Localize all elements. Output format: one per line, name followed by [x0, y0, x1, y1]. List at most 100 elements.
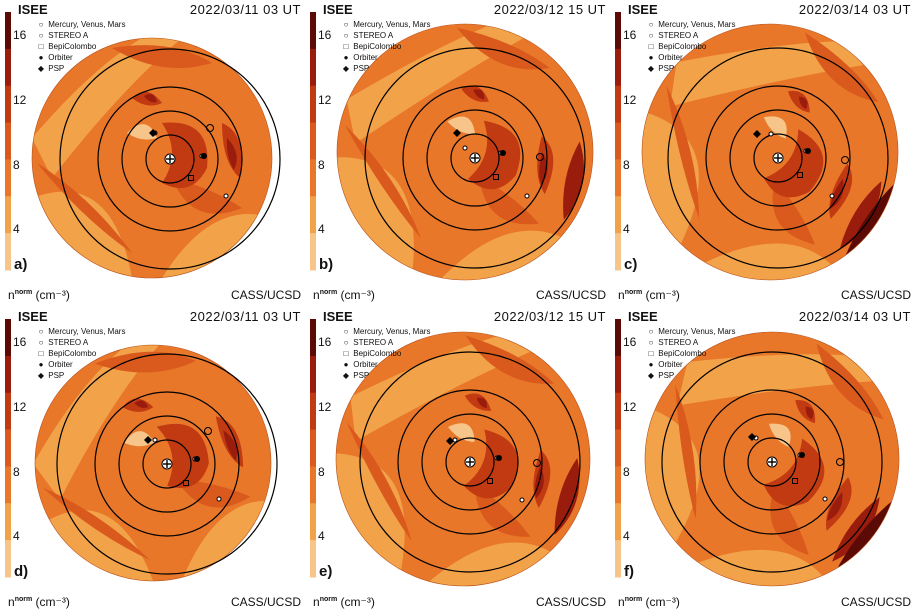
orbit-ring	[747, 437, 797, 487]
unit-label: nnorm (cm⁻³)	[8, 595, 70, 609]
square-icon: □	[38, 42, 44, 51]
unit-dimension: (cm⁻³)	[32, 595, 70, 609]
colorbar	[5, 319, 11, 578]
light-stream	[346, 25, 528, 144]
legend-label: PSP	[48, 371, 65, 380]
panel-d: ISEE 2022/03/11 03 UT ○ Mercury, Venus, Ma…	[0, 307, 305, 614]
legend-item: ◆ PSP	[341, 63, 369, 74]
dense-core	[763, 129, 824, 198]
orbit-ring	[59, 48, 281, 270]
colorbar-segment	[615, 196, 621, 234]
psp-marker	[753, 130, 761, 138]
legend-label: Orbiter	[353, 53, 378, 62]
legend-item: ○ STEREO A	[36, 337, 89, 348]
peak-core	[134, 400, 149, 408]
legend-item: ○ Mercury, Venus, Mars	[341, 19, 431, 30]
colorbar-segment	[615, 429, 621, 467]
legend-label: PSP	[353, 371, 370, 380]
colorbar-segment	[5, 196, 11, 234]
spacecraft-markers	[753, 130, 849, 199]
colorbar-segment	[5, 466, 11, 504]
filled-circle-icon: ●	[38, 360, 44, 369]
unit-superscript: norm	[624, 289, 643, 296]
square-icon: □	[343, 349, 349, 358]
orbit-ring	[121, 110, 219, 208]
legend-label: Mercury, Venus, Mars	[48, 20, 126, 29]
colorbar-tick: 4	[13, 222, 20, 236]
colorbar	[310, 12, 316, 271]
timestamp: 2022/03/12 15 UT	[493, 2, 606, 17]
low-density	[447, 116, 476, 134]
legend-label: BepiColombo	[48, 42, 97, 51]
density-map	[310, 12, 594, 281]
density-map	[615, 12, 899, 281]
legend-item: □ BepiColombo	[341, 41, 402, 52]
colorbar-segment	[615, 233, 621, 271]
small-circle-icon: ○	[38, 327, 44, 336]
peak-core	[226, 138, 237, 170]
filled-circle-icon: ●	[343, 360, 349, 369]
legend-label: Mercury, Venus, Mars	[353, 327, 431, 336]
unit-superscript: norm	[14, 289, 33, 296]
orbit-rings	[661, 351, 883, 573]
light-stream	[350, 336, 535, 442]
panel-c: ISEE 2022/03/14 03 UT ○ Mercury, Venus, Ma…	[610, 0, 915, 307]
legend-label: Mercury, Venus, Mars	[48, 327, 126, 336]
orbit-ring	[753, 133, 803, 183]
unit-dimension: (cm⁻³)	[642, 595, 680, 609]
legend-label: BepiColombo	[353, 42, 402, 51]
colorbar-segment	[5, 355, 11, 394]
legend-label: STEREO A	[48, 31, 89, 40]
dense-arc	[666, 85, 700, 219]
psp-marker	[144, 436, 152, 444]
legend-label: Mercury, Venus, Mars	[658, 327, 736, 336]
filled-circle-icon: ●	[38, 53, 44, 62]
panel-b: ISEE 2022/03/12 15 UT ○ Mercury, Venus, Ma…	[305, 0, 610, 307]
square-icon: □	[648, 42, 654, 51]
edge-peak	[563, 141, 585, 220]
peak-core	[144, 94, 157, 103]
stereo-a-marker	[533, 459, 541, 467]
diamond-icon: ◆	[37, 64, 45, 73]
diamond-icon: ◆	[647, 64, 655, 73]
psp-marker	[446, 437, 454, 445]
legend-item: ◆ PSP	[646, 370, 674, 381]
colorbar-segment	[615, 503, 621, 541]
panel-label: c)	[624, 256, 638, 273]
credit-label: CASS/UCSD	[535, 288, 606, 302]
edge-peak	[839, 181, 882, 250]
circle-icon: ○	[343, 338, 349, 347]
peak-core	[799, 96, 808, 109]
edge-peak	[835, 501, 893, 572]
legend-item: ● Orbiter	[646, 359, 683, 370]
colorbar-tick: 12	[623, 400, 637, 414]
colorbar-tick: 12	[318, 93, 332, 107]
diamond-icon: ◆	[342, 371, 350, 380]
unit-dimension: (cm⁻³)	[642, 288, 680, 302]
orbiter-marker	[805, 148, 811, 154]
orbit-ring	[445, 437, 495, 487]
colorbar-segment	[310, 392, 316, 431]
stereo-a-marker	[841, 156, 849, 164]
dense-arc	[94, 351, 196, 373]
legend-label: STEREO A	[353, 31, 394, 40]
edge-peak	[844, 183, 895, 259]
spacecraft-markers	[748, 433, 844, 502]
density-map	[5, 12, 281, 279]
legend-label: BepiColombo	[48, 349, 97, 358]
orbit-ring	[97, 86, 243, 232]
legend-label: STEREO A	[658, 338, 699, 347]
filled-circle-icon: ●	[343, 53, 349, 62]
colorbar-tick: 4	[318, 529, 325, 543]
legend-label: Mercury, Venus, Mars	[658, 20, 736, 29]
legend-item: ◆ PSP	[36, 63, 64, 74]
density-map	[5, 319, 278, 582]
source-label: ISEE	[18, 309, 48, 324]
credit-label: CASS/UCSD	[230, 595, 301, 609]
legend-label: BepiColombo	[353, 349, 402, 358]
peak-core	[827, 491, 843, 521]
colorbar-tick: 12	[13, 93, 27, 107]
legend-item: ● Orbiter	[341, 52, 378, 63]
colorbar-tick: 16	[318, 335, 332, 349]
legend-item: ◆ PSP	[341, 370, 369, 381]
